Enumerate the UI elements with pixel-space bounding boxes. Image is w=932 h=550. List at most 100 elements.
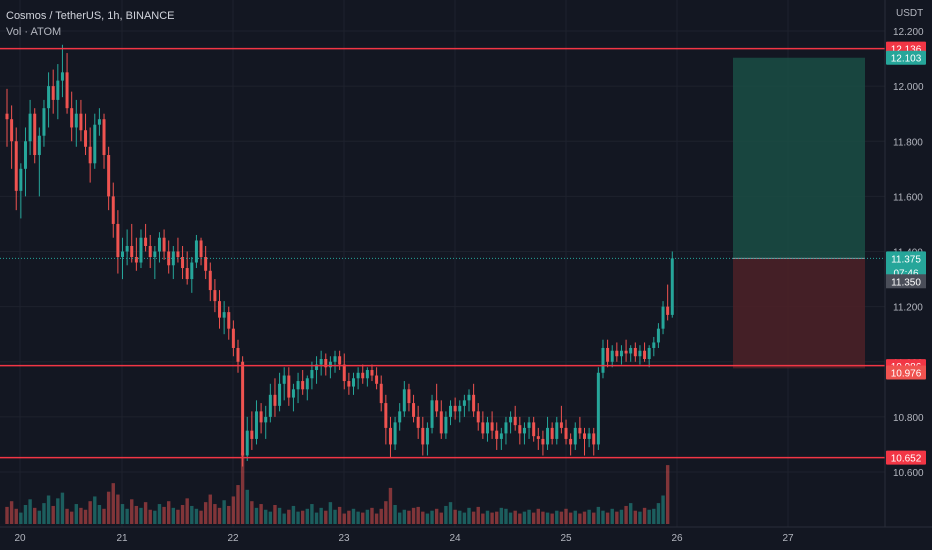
volume-bar	[402, 509, 407, 524]
volume-bar	[300, 510, 305, 524]
candle-body	[661, 306, 665, 329]
candle-body	[19, 168, 23, 191]
horizontal-levels[interactable]	[0, 47, 885, 459]
volume-bar	[97, 505, 102, 524]
candle-body	[259, 411, 263, 423]
candle-body	[204, 257, 208, 271]
volume-bar	[28, 499, 32, 524]
position-tool[interactable]	[733, 57, 865, 369]
candle-body	[587, 433, 591, 439]
candle-body	[33, 113, 37, 156]
price-tick-label: 11.200	[893, 303, 923, 314]
volume-indicator-label[interactable]: Vol · ATOM	[6, 26, 62, 38]
candle-body	[245, 430, 249, 456]
volume-bar	[167, 501, 171, 524]
candle-body	[476, 411, 480, 423]
secondary-price-bg	[886, 274, 926, 289]
volume-bar	[162, 506, 166, 524]
candle-body	[241, 361, 245, 456]
candle-body	[338, 356, 342, 365]
candle-body	[592, 433, 596, 445]
candle-body	[213, 290, 217, 302]
candle-body	[393, 422, 397, 445]
volume-bar	[605, 512, 610, 524]
volume-bar	[203, 502, 208, 524]
target-price-label: 12.103	[891, 54, 922, 65]
volume-bar	[125, 508, 129, 524]
volume-bar	[157, 504, 162, 524]
candle-body	[421, 427, 425, 445]
volume-bar	[555, 510, 559, 524]
price-tick-label: 12.200	[893, 27, 924, 38]
volume-bar	[629, 503, 633, 524]
candle-body	[199, 240, 203, 258]
volume-bar	[305, 508, 309, 524]
volume-bar	[578, 513, 582, 524]
volume-bar	[619, 509, 624, 524]
time-axis[interactable]: 20 21 22 23 24 25 26 27	[14, 533, 794, 544]
candle-body	[74, 113, 78, 128]
candle-body	[296, 381, 300, 390]
candle-body	[435, 400, 439, 412]
candle-body	[153, 251, 157, 258]
volume-bar	[434, 508, 439, 524]
candle-body	[370, 370, 374, 376]
volume-bar	[287, 509, 291, 524]
candle-body	[569, 438, 573, 445]
volume-bar	[610, 508, 614, 524]
candle-body	[84, 130, 88, 147]
candle-body	[629, 347, 633, 354]
volume-bar	[282, 513, 286, 524]
candle-body	[439, 411, 443, 434]
volume-bar	[14, 508, 18, 524]
volume-bar	[407, 510, 411, 524]
candle-body	[157, 237, 161, 252]
time-tick-label: 25	[560, 533, 572, 544]
volume-bar	[485, 510, 490, 524]
candle-body	[666, 306, 670, 315]
candle-body	[342, 364, 346, 382]
volume-bar	[527, 509, 531, 524]
time-tick-label: 27	[782, 533, 794, 544]
volume-bar	[342, 513, 346, 524]
volume-bar	[596, 506, 601, 524]
volume-bar	[661, 495, 665, 524]
candle-body	[28, 113, 32, 142]
volume-bar	[356, 511, 360, 524]
candle-body	[282, 375, 286, 384]
candle-body	[527, 422, 531, 428]
candle-body	[324, 358, 328, 368]
candle-body	[647, 347, 651, 359]
level-price-label-bg	[886, 450, 926, 465]
volume-bar	[185, 498, 189, 524]
volume-bar	[508, 512, 513, 524]
candle-body	[328, 361, 332, 368]
volume-bar	[462, 512, 467, 524]
candle-body	[65, 72, 69, 109]
volume-bar	[592, 512, 596, 524]
volume-bar	[328, 502, 333, 524]
symbol-title[interactable]: Cosmos / TetherUS, 1h, BINANCE	[6, 10, 175, 22]
candle-body	[425, 427, 429, 445]
volume-bar	[499, 507, 504, 524]
volume-bar	[74, 504, 78, 524]
volume-bar	[194, 508, 199, 524]
candles	[5, 44, 674, 467]
volume-bar	[351, 508, 356, 524]
volume-bar	[421, 511, 425, 524]
candle-body	[222, 312, 226, 318]
volume-bar	[222, 500, 226, 524]
stop-price-label: 10.976	[891, 368, 922, 379]
candle-body	[633, 347, 637, 357]
candle-body	[14, 141, 18, 191]
candle-body	[398, 411, 402, 423]
candle-body	[144, 237, 148, 246]
volume-bar	[37, 510, 42, 524]
time-tick-label: 24	[449, 533, 461, 544]
candle-body	[416, 416, 420, 428]
volume-bar	[453, 509, 457, 524]
candle-body	[388, 427, 392, 445]
volume-bar	[5, 506, 9, 524]
volume-bar	[624, 505, 628, 524]
